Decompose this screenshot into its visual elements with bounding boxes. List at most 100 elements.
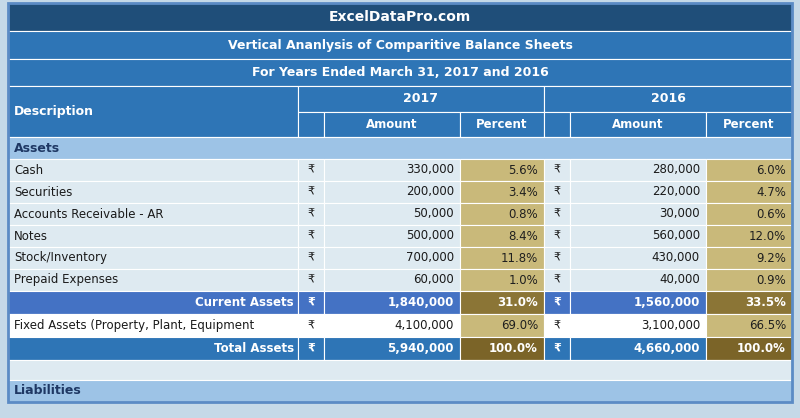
Bar	[324, 314, 460, 337]
Bar	[706, 203, 792, 225]
Text: 200,000: 200,000	[406, 186, 454, 199]
Bar	[544, 269, 570, 291]
Bar	[298, 314, 324, 337]
Bar	[324, 203, 460, 225]
Bar	[706, 159, 792, 181]
Bar	[324, 225, 460, 247]
Text: 33.5%: 33.5%	[745, 296, 786, 309]
Text: 1.0%: 1.0%	[508, 273, 538, 286]
Bar	[706, 112, 792, 137]
Bar	[706, 337, 792, 360]
Bar	[324, 291, 460, 314]
Bar	[298, 86, 544, 112]
Bar	[706, 181, 792, 203]
Text: 9.2%: 9.2%	[756, 252, 786, 265]
Text: 3,100,000: 3,100,000	[641, 319, 700, 332]
Text: 560,000: 560,000	[652, 229, 700, 242]
Text: ₹: ₹	[554, 165, 561, 175]
Bar	[298, 112, 324, 137]
Bar	[8, 225, 298, 247]
Bar	[324, 181, 460, 203]
Bar	[298, 269, 324, 291]
Text: Total Assets: Total Assets	[214, 342, 294, 355]
Bar	[570, 269, 706, 291]
Bar	[8, 247, 298, 269]
Bar	[8, 31, 792, 59]
Bar	[8, 181, 298, 203]
Bar	[460, 112, 544, 137]
Text: Amount: Amount	[612, 118, 664, 131]
Text: ₹: ₹	[307, 187, 314, 197]
Bar	[460, 247, 544, 269]
Text: ₹: ₹	[553, 344, 561, 354]
Bar	[460, 159, 544, 181]
Bar	[460, 225, 544, 247]
Bar	[8, 3, 792, 31]
Bar	[706, 314, 792, 337]
Text: Notes: Notes	[14, 229, 48, 242]
Bar	[324, 337, 460, 360]
Text: 280,000: 280,000	[652, 163, 700, 176]
Bar	[298, 181, 324, 203]
Text: ₹: ₹	[554, 209, 561, 219]
Text: Prepaid Expenses: Prepaid Expenses	[14, 273, 118, 286]
Bar	[8, 86, 298, 137]
Text: 66.5%: 66.5%	[749, 319, 786, 332]
Bar	[8, 59, 792, 86]
Text: 100.0%: 100.0%	[737, 342, 786, 355]
Bar	[8, 203, 298, 225]
Bar	[298, 247, 324, 269]
Text: 5.6%: 5.6%	[508, 163, 538, 176]
Text: 31.0%: 31.0%	[498, 296, 538, 309]
Bar	[544, 291, 570, 314]
Text: Amount: Amount	[366, 118, 418, 131]
Bar	[570, 225, 706, 247]
Text: 4,660,000: 4,660,000	[634, 342, 700, 355]
Text: ₹: ₹	[307, 209, 314, 219]
Bar	[544, 314, 570, 337]
Text: 11.8%: 11.8%	[501, 252, 538, 265]
Text: Assets: Assets	[14, 142, 60, 155]
Bar	[298, 203, 324, 225]
Bar	[570, 203, 706, 225]
Bar	[544, 203, 570, 225]
Bar	[544, 225, 570, 247]
Text: Description: Description	[14, 105, 94, 118]
Bar	[544, 159, 570, 181]
Text: 3.4%: 3.4%	[508, 186, 538, 199]
Text: Stock/Inventory: Stock/Inventory	[14, 252, 107, 265]
Text: Accounts Receivable - AR: Accounts Receivable - AR	[14, 207, 163, 221]
Text: ₹: ₹	[554, 275, 561, 285]
Bar	[298, 337, 324, 360]
Text: 6.0%: 6.0%	[756, 163, 786, 176]
Bar	[8, 380, 792, 402]
Text: 220,000: 220,000	[652, 186, 700, 199]
Text: 700,000: 700,000	[406, 252, 454, 265]
Text: 1,560,000: 1,560,000	[634, 296, 700, 309]
Bar	[544, 112, 570, 137]
Text: 2016: 2016	[650, 92, 686, 105]
Bar	[706, 291, 792, 314]
Bar	[570, 159, 706, 181]
Text: ₹: ₹	[554, 253, 561, 263]
Text: ₹: ₹	[554, 187, 561, 197]
Text: ₹: ₹	[554, 231, 561, 241]
Text: 330,000: 330,000	[406, 163, 454, 176]
Bar	[460, 181, 544, 203]
Text: ₹: ₹	[307, 253, 314, 263]
Text: Liabilities: Liabilities	[14, 385, 82, 398]
Text: 0.9%: 0.9%	[756, 273, 786, 286]
Bar	[8, 360, 792, 380]
Text: 500,000: 500,000	[406, 229, 454, 242]
Text: 0.8%: 0.8%	[508, 207, 538, 221]
Text: ₹: ₹	[307, 165, 314, 175]
Text: Cash: Cash	[14, 163, 43, 176]
Text: 430,000: 430,000	[652, 252, 700, 265]
Text: 8.4%: 8.4%	[508, 229, 538, 242]
Bar	[544, 86, 792, 112]
Text: ₹: ₹	[553, 298, 561, 308]
Bar	[460, 203, 544, 225]
Bar	[544, 181, 570, 203]
Text: 50,000: 50,000	[414, 207, 454, 221]
Bar	[8, 337, 298, 360]
